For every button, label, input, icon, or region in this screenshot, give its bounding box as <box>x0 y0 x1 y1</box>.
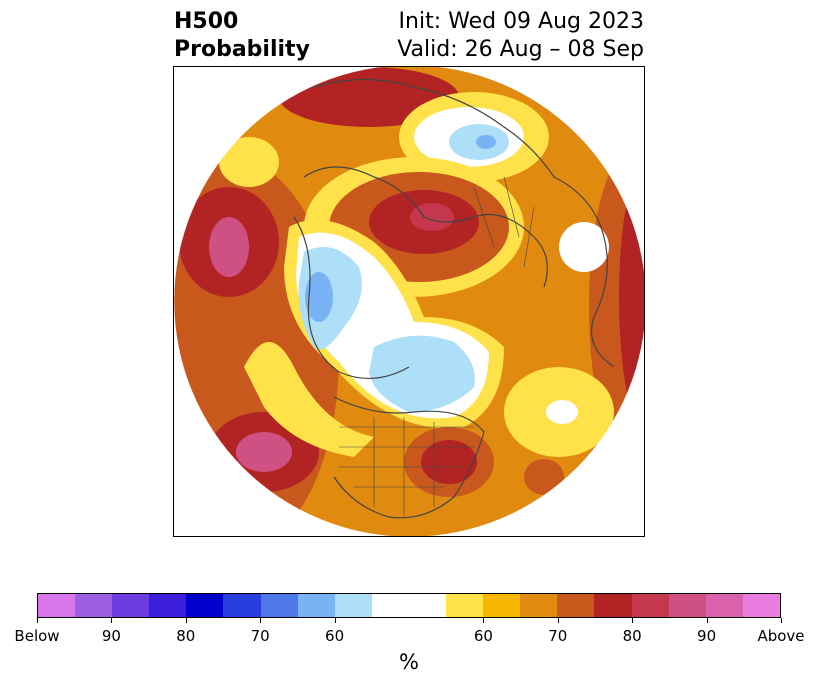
colorbar-tick-mark <box>37 618 38 623</box>
prob-area-neutral-atlantic <box>546 400 578 424</box>
colorbar-segment <box>223 594 261 617</box>
chart-title: H500 Probability <box>174 8 310 64</box>
prob-area-above-southwest <box>236 432 292 472</box>
prob-area-80-eastus <box>421 440 477 484</box>
coastline-greenland <box>293 216 410 380</box>
prob-area-below-60-hudson <box>369 335 475 412</box>
colorbar-segment <box>371 594 409 617</box>
valid-range-label: Valid: 26 Aug – 08 Sep <box>397 37 644 62</box>
prob-area-neutral-scandinavia <box>559 222 609 272</box>
colorbar-segment <box>149 594 187 617</box>
colorbar-segment <box>483 594 521 617</box>
colorbar-tick-mark <box>632 618 634 623</box>
borders <box>339 176 535 517</box>
colorbar-tick-label: 80 <box>176 627 196 645</box>
prob-area-60-yellow-nw <box>219 137 279 187</box>
us-state-borders <box>339 417 474 517</box>
colorbar-tick-label: 90 <box>697 627 717 645</box>
colorbar-tick-mark <box>483 618 485 623</box>
prob-area-70-atlantic-south <box>524 459 564 495</box>
coastline-siberia <box>313 78 555 178</box>
colorbar-tick-label: 60 <box>325 627 345 645</box>
coastlines <box>293 78 615 519</box>
colorbar-tick-mark <box>781 618 782 623</box>
colorbar-segment <box>557 594 595 617</box>
probability-map-svg <box>174 67 644 536</box>
colorbar-tick-mark <box>111 618 113 623</box>
colorbar-segment <box>631 594 669 617</box>
colorbar-tick-label: 70 <box>548 627 568 645</box>
colorbar-segment <box>446 594 484 617</box>
coastline-north-america <box>333 396 485 519</box>
colorbar-tick-label: 60 <box>473 627 493 645</box>
forecast-dates: Init: Wed 09 Aug 2023 Valid: 26 Aug – 08… <box>397 8 644 64</box>
colorbar-tick-label: 70 <box>250 627 270 645</box>
colorbar-segment <box>742 594 780 617</box>
colorbar-tick-label: Above <box>757 627 805 645</box>
colorbar-tick-label: Below <box>14 627 60 645</box>
init-date-label: Init: Wed 09 Aug 2023 <box>398 9 644 34</box>
colorbar-tick-label: 90 <box>101 627 121 645</box>
colorbar-tick-mark <box>260 618 262 623</box>
prob-area-below-70-alaska <box>476 135 496 149</box>
colorbar-segment <box>75 594 113 617</box>
colorbar-segment <box>705 594 743 617</box>
colorbar-segment <box>38 594 76 617</box>
colorbar-tick-label: 80 <box>622 627 642 645</box>
colorbar-segment <box>186 594 224 617</box>
polar-map <box>173 66 645 537</box>
asia-borders <box>473 176 535 268</box>
colorbar-segment <box>260 594 298 617</box>
prob-area-80-europe <box>619 167 644 427</box>
colorbar-unit: % <box>399 650 419 674</box>
coastline-arctic <box>303 166 548 288</box>
colorbar-segment <box>594 594 632 617</box>
colorbar-segment <box>520 594 558 617</box>
prob-area-60-pacific-band <box>244 342 374 457</box>
prob-area-above-west <box>209 217 249 277</box>
colorbar-segment <box>297 594 335 617</box>
colorbar-tick-mark <box>706 618 708 623</box>
colorbar-segment <box>668 594 706 617</box>
title-line-2: Probability <box>174 37 310 62</box>
colorbar-segment <box>334 594 372 617</box>
colorbar-segment <box>408 594 447 617</box>
title-line-1: H500 <box>174 9 239 34</box>
colorbar-tick-mark <box>557 618 559 623</box>
prob-area-90-arctic <box>410 203 454 231</box>
colorbar-tick-mark <box>185 618 187 623</box>
colorbar-segment <box>112 594 150 617</box>
coastline-europe <box>553 176 615 368</box>
prob-area-below-70-greenland <box>305 272 333 322</box>
colorbar-tick-mark <box>334 618 336 623</box>
colorbar <box>37 593 781 618</box>
